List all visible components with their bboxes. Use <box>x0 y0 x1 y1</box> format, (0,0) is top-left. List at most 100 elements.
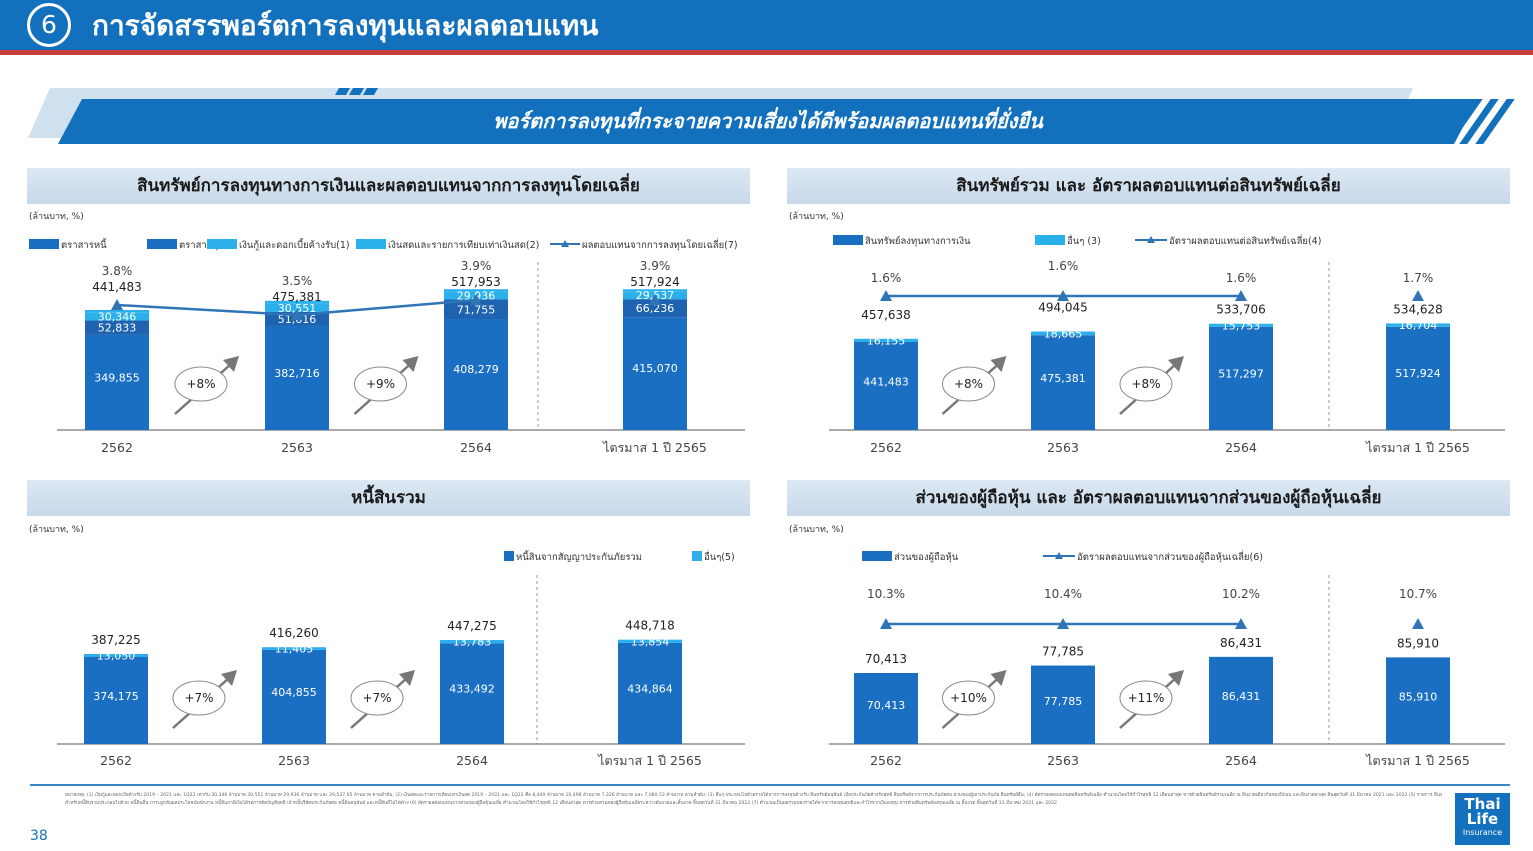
category-label: ไตรมาส 1 ปี 2565 <box>602 440 707 455</box>
data-label: 30,551 <box>278 302 317 315</box>
chart-title-total-assets: สินทรัพย์รวม และ อัตราผลตอบแทนต่อสินทรัพ… <box>787 168 1510 204</box>
growth-label: +8% <box>954 377 983 391</box>
line-value-label: 1.7% <box>1403 271 1434 285</box>
bar-3segment <box>854 338 918 342</box>
bar-segment <box>854 673 918 744</box>
bar-segment <box>85 320 149 335</box>
bar-3segment <box>1209 323 1273 327</box>
legend-swatch <box>356 239 386 249</box>
total-label: 416,260 <box>269 626 319 640</box>
legend-swatch <box>207 239 237 249</box>
legend-swatch <box>29 239 59 249</box>
data-label: 71,755 <box>457 303 496 316</box>
data-label: 517,297 <box>1218 367 1264 380</box>
bar-5segment <box>440 640 504 644</box>
total-label: 517,953 <box>451 275 501 289</box>
data-label: 18,665 <box>1044 327 1083 340</box>
category-label: 2563 <box>1047 753 1079 768</box>
growth-label: +8% <box>1131 377 1160 391</box>
growth-label: +8% <box>186 377 215 391</box>
banner <box>58 99 1478 144</box>
line-marker <box>1235 290 1247 301</box>
line-marker <box>470 294 482 305</box>
growth-arrow-head <box>990 670 1007 686</box>
data-label: 517,924 <box>1395 367 1441 380</box>
growth-label: +10% <box>950 691 987 705</box>
legend-label: ตราสารทุน <box>179 240 225 251</box>
unit-label: (ล้านบาท, %) <box>29 525 84 535</box>
company-logo: Thai Life Insurance <box>1455 793 1510 845</box>
legend-swatch <box>692 551 702 561</box>
data-label: 433,492 <box>449 683 495 696</box>
unit-label: (ล้านบาท, %) <box>789 212 844 222</box>
bar-segment <box>854 342 918 430</box>
bar-2segment <box>623 289 687 292</box>
data-label: 382,716 <box>274 367 320 380</box>
growth-arrow-head <box>221 670 237 686</box>
data-label: 86,431 <box>1222 690 1261 703</box>
category-label: 2563 <box>278 753 310 768</box>
page-title: การจัดสรรพอร์ตการลงทุนและผลตอบแทน <box>92 9 599 42</box>
line-marker <box>1057 290 1069 301</box>
line-marker <box>111 299 123 310</box>
data-label: 434,864 <box>627 682 673 695</box>
data-label: 16,704 <box>1399 319 1438 332</box>
total-label: 533,706 <box>1216 303 1266 317</box>
line-value-label: 10.2% <box>1222 587 1260 601</box>
growth-bubble <box>942 366 995 402</box>
header-bar: 6 การจัดสรรพอร์ตการลงทุนและผลตอบแทน <box>0 0 1533 50</box>
bar-segment <box>1031 665 1095 744</box>
data-label: 30,346 <box>98 310 137 323</box>
growth-label: +11% <box>1128 691 1165 705</box>
line-value-label: 10.4% <box>1044 587 1082 601</box>
data-label: 441,483 <box>863 376 909 389</box>
line-value-label: 10.3% <box>867 587 905 601</box>
legend-label: สินทรัพย์ลงทุนทางการเงิน <box>865 235 971 247</box>
legend-marker <box>1147 236 1155 243</box>
data-label: 415,070 <box>632 362 678 375</box>
line-marker <box>291 309 303 320</box>
data-label: 15,753 <box>1222 319 1261 332</box>
total-label: 517,924 <box>630 275 680 289</box>
data-label: 70,413 <box>867 699 906 712</box>
bar-5segment <box>618 639 682 643</box>
banner-text: พอร์ตการลงทุนที่กระจายความเสี่ยงได้ดีพร้… <box>493 109 1043 133</box>
growth-bubble <box>1119 680 1173 716</box>
bar-segment <box>623 299 687 318</box>
section-number: 6 <box>27 3 71 47</box>
legend-label: ส่วนของผู้ถือหุ้น <box>894 552 959 563</box>
data-label: 77,785 <box>1044 695 1083 708</box>
data-label: 404,855 <box>271 686 317 699</box>
bar-segment <box>623 317 687 430</box>
chart-title-investment-assets: สินทรัพย์การลงทุนทางการเงินและผลตอบแทนจา… <box>27 168 750 204</box>
bar-segment <box>1386 326 1450 430</box>
category-label: 2562 <box>100 753 132 768</box>
legend-swatch <box>1035 235 1065 245</box>
growth-arrow-head <box>990 356 1007 372</box>
legend-label: อื่นๆ (3) <box>1067 234 1101 247</box>
data-label: 13,854 <box>631 635 670 648</box>
bar-1segment <box>85 312 149 321</box>
line-marker <box>1412 290 1424 301</box>
bar-segment <box>84 657 148 744</box>
bar-segment <box>265 325 329 430</box>
line-marker <box>1235 618 1247 629</box>
total-label: 85,910 <box>1397 636 1439 650</box>
legend-label: เงินกู้และดอกเบี้ยค้างรับ(1) <box>239 238 350 251</box>
legend-label: หนี้สินจากสัญญาประกันภัยรวม <box>516 550 642 563</box>
data-label: 475,381 <box>1040 372 1086 385</box>
growth-label: +7% <box>184 691 213 705</box>
growth-bubble <box>1119 366 1173 402</box>
category-label: 2563 <box>281 440 313 455</box>
total-label: 447,275 <box>447 619 497 633</box>
legend-label: อื่นๆ(5) <box>704 550 735 563</box>
category-label: 2564 <box>460 440 492 455</box>
bar-segment <box>444 299 508 320</box>
total-label: 387,225 <box>91 633 141 647</box>
line-marker <box>1412 618 1424 629</box>
data-label: 13,783 <box>453 636 492 649</box>
total-label: 457,638 <box>861 308 911 322</box>
total-label: 441,483 <box>92 280 142 294</box>
category-label: 2564 <box>1225 753 1257 768</box>
growth-arrow-head <box>1168 356 1184 372</box>
